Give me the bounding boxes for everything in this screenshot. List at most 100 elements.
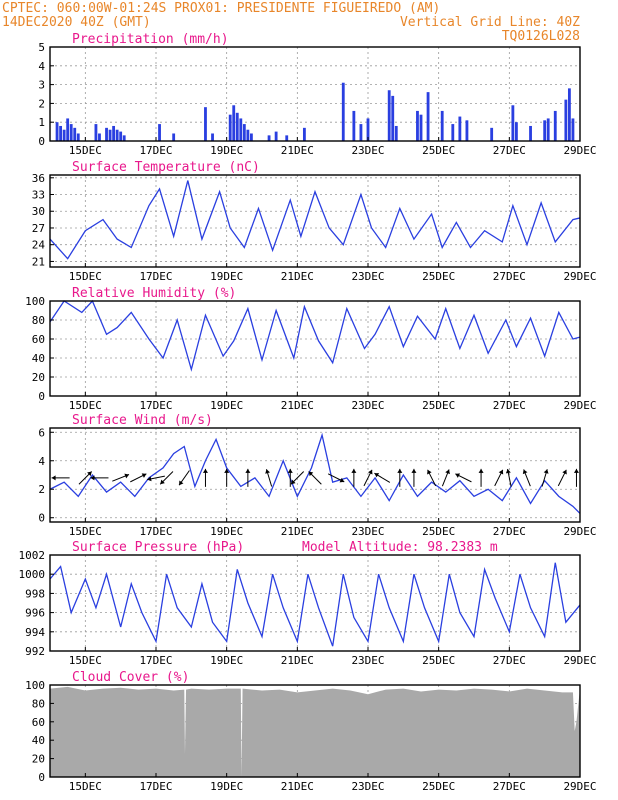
- precip-bar: [172, 133, 176, 141]
- header-line2-right: Vertical Grid Line: 40Z: [400, 15, 580, 30]
- wind-arrow: [130, 473, 147, 483]
- x-tick-label: 29DEC: [563, 270, 596, 283]
- precip-bar: [387, 90, 391, 141]
- x-tick-label: 19DEC: [210, 399, 243, 412]
- wind-arrow: [112, 473, 130, 482]
- x-tick-label: 23DEC: [351, 525, 384, 538]
- wind-arrow: [202, 468, 208, 487]
- panel-title: Surface Temperature (nC): [72, 160, 260, 175]
- wind-arrow: [363, 469, 373, 487]
- y-tick-label: 1000: [19, 568, 46, 581]
- wind-arrow: [505, 468, 512, 487]
- y-tick-label: 27: [32, 222, 45, 235]
- y-tick-label: 100: [25, 679, 45, 692]
- precip-bar: [564, 99, 568, 141]
- precip-bar: [246, 129, 250, 141]
- precip-bar: [228, 114, 232, 141]
- x-tick-label: 15DEC: [69, 780, 102, 793]
- y-tick-label: 80: [32, 697, 45, 710]
- precip-bar: [426, 92, 430, 141]
- series-line: [49, 432, 581, 514]
- panel-frame: [49, 554, 581, 652]
- precip-bar: [119, 131, 123, 141]
- precip-bar: [105, 127, 108, 141]
- precip-bar: [211, 133, 214, 141]
- precip-bar: [571, 118, 575, 141]
- precip-bar: [274, 131, 278, 141]
- y-tick-label: 40: [32, 352, 45, 365]
- wind-arrow: [573, 468, 579, 487]
- panel-5: 15DEC 17DEC 19DEC 21DEC 23DEC 25DEC 27DEC 29DEC…: [19, 540, 597, 667]
- precip-bar: [98, 133, 101, 141]
- x-tick-label: 27DEC: [493, 654, 526, 667]
- panel-frame: [49, 684, 581, 778]
- panel-2: 15DEC 17DEC 19DEC 21DEC 23DEC 25DEC 27DEC 29DEC…: [32, 160, 597, 283]
- panel-title: Surface Pressure (hPa): [72, 540, 244, 555]
- precip-bar: [465, 120, 469, 141]
- x-tick-label: 15DEC: [69, 270, 102, 283]
- cloud-cover-area: [50, 686, 580, 777]
- panel-4: 15DEC 17DEC 19DEC 21DEC 23DEC 25DEC 27DEC 29DEC…: [38, 413, 596, 538]
- precip-bar: [514, 122, 518, 141]
- precip-bar: [62, 129, 66, 141]
- x-tick-label: 17DEC: [139, 270, 172, 283]
- x-tick-label: 27DEC: [493, 525, 526, 538]
- wind-arrows: [51, 468, 579, 487]
- panels: 15DEC 17DEC 19DEC 21DEC 23DEC 25DEC 27DEC 29DEC…: [19, 32, 597, 793]
- header-line1: CPTEC: 060:00W-01:24S PROX01: PRESIDENTE…: [2, 1, 440, 16]
- y-tick-label: 994: [25, 626, 45, 639]
- wind-arrow: [397, 468, 403, 487]
- panel-6: 15DEC 17DEC 19DEC 21DEC 23DEC 25DEC 27DEC 29DEC…: [25, 670, 596, 793]
- panel-3: 15DEC 17DEC 19DEC 21DEC 23DEC 25DEC 27DEC 29DEC…: [25, 286, 596, 412]
- header-line3-right: TQ0126L028: [502, 29, 580, 44]
- y-tick-label: 1002: [19, 549, 46, 562]
- precip-bar: [366, 118, 370, 141]
- x-tick-label: 23DEC: [351, 654, 384, 667]
- precip-bar: [235, 112, 239, 141]
- x-tick-label: 21DEC: [281, 144, 314, 157]
- wind-arrow: [159, 471, 174, 485]
- y-tick-label: 5: [38, 41, 45, 54]
- precip-bar: [416, 110, 419, 141]
- y-tick-label: 20: [32, 371, 45, 384]
- y-tick-label: 80: [32, 314, 45, 327]
- panel-title: Relative Humidity (%): [72, 286, 236, 301]
- x-tick-label: 25DEC: [422, 270, 455, 283]
- x-tick-label: 19DEC: [210, 780, 243, 793]
- precip-bar: [267, 135, 271, 141]
- precip-bar: [122, 135, 126, 141]
- x-tick-label: 25DEC: [422, 525, 455, 538]
- x-tick-label: 29DEC: [563, 144, 596, 157]
- x-tick-label: 21DEC: [281, 270, 314, 283]
- precip-bar: [440, 110, 444, 141]
- wind-arrow: [374, 472, 391, 483]
- precip-bar: [158, 124, 161, 141]
- precip-bar: [242, 124, 246, 141]
- x-tick-label: 23DEC: [351, 270, 384, 283]
- x-tick-label: 27DEC: [493, 399, 526, 412]
- x-tick-label: 23DEC: [351, 780, 384, 793]
- wind-arrow: [327, 473, 345, 483]
- precip-bar: [249, 133, 253, 141]
- wind-arrow: [557, 469, 567, 487]
- precip-bar: [529, 125, 532, 141]
- wind-arrow: [78, 471, 93, 485]
- precip-bar: [73, 127, 77, 141]
- x-tick-label: 25DEC: [422, 654, 455, 667]
- x-tick-label: 25DEC: [422, 144, 455, 157]
- wind-arrow: [90, 475, 109, 481]
- precip-bar: [419, 114, 423, 141]
- precip-bar: [302, 127, 306, 141]
- y-tick-label: 33: [32, 189, 45, 202]
- x-tick-label: 27DEC: [493, 144, 526, 157]
- wind-arrow: [478, 468, 484, 487]
- x-tick-label: 17DEC: [139, 654, 172, 667]
- precip-bar: [112, 125, 116, 141]
- wind-arrow: [522, 469, 531, 487]
- y-tick-label: 30: [32, 205, 45, 218]
- x-tick-label: 21DEC: [281, 525, 314, 538]
- wind-arrow: [147, 475, 165, 482]
- precip-bar: [511, 105, 515, 141]
- panel-title: Surface Wind (m/s): [72, 413, 213, 428]
